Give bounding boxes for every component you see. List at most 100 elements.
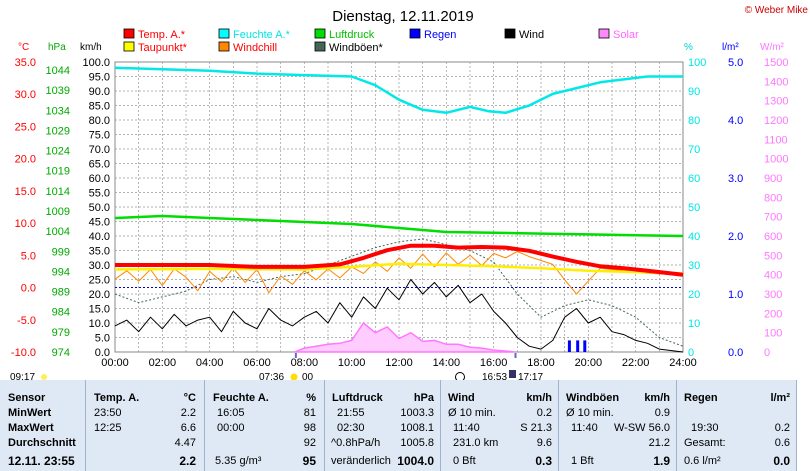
panel-gust: Windböen km/h Ø 10 min. 0.9 11:40 W-SW 5… <box>559 380 677 471</box>
legend-swatch-8 <box>314 41 326 52</box>
legend-swatch-7 <box>218 41 230 52</box>
humidity-abs: 5.35 g/m³ <box>215 455 262 467</box>
pressure-tick: 1044 <box>46 65 70 77</box>
humidity-header: Feuchte A. <box>213 392 269 404</box>
temp-min-time: 23:50 <box>94 407 122 419</box>
solar-tick: 700 <box>764 212 782 224</box>
solar-tick: 500 <box>764 250 782 262</box>
x-tick: 22:00 <box>622 357 650 369</box>
rain-tick: 5.0 <box>728 57 743 69</box>
temp-tick: 0.0 <box>21 283 36 295</box>
wind-tick: 45.0 <box>89 217 110 229</box>
temp-header: Temp. A. <box>94 392 140 404</box>
series-tempa <box>115 243 684 277</box>
humidity-avg: 92 <box>303 437 316 449</box>
temp-tick: 15.0 <box>15 186 36 198</box>
rain-total-label: Gesamt: <box>684 437 726 449</box>
solar-tick: 1200 <box>764 115 788 127</box>
wind-tick: 0.0 <box>95 347 110 359</box>
solar-tick: 200 <box>764 308 782 320</box>
wind-tick: 65.0 <box>89 159 110 171</box>
temp-tick: -5.0 <box>17 315 36 327</box>
legend-label-5: Solar <box>613 29 639 41</box>
temp-min: 2.2 <box>180 407 196 419</box>
temp-tick: 5.0 <box>21 250 36 262</box>
x-tick: 14:00 <box>433 357 461 369</box>
rain-unit-label: l/m² <box>770 392 790 404</box>
x-tick: 06:00 <box>243 357 271 369</box>
pressure-tick: 974 <box>52 347 70 359</box>
legend-swatch-4 <box>504 28 516 39</box>
humidity-tick: 90 <box>688 86 700 98</box>
chart-title: Dienstag, 12.11.2019 <box>332 8 474 25</box>
wind-tick: 95.0 <box>89 72 110 84</box>
temp-unit-label: °C <box>183 392 196 404</box>
pressure-min-time: 21:55 <box>337 407 365 419</box>
x-tick: 12:00 <box>385 357 413 369</box>
legend-swatch-6 <box>123 41 135 52</box>
x-tick: 16:00 <box>480 357 508 369</box>
humidity-tick: 40 <box>688 231 700 243</box>
axis-ticks: 35.0 30.0 25.0 20.0 15.0 10.0 5.0 0.0 -5.0 -10.0 1… <box>11 57 789 369</box>
wind-max-time: 11:40 <box>453 422 480 434</box>
x-tick: 10:00 <box>338 357 366 369</box>
series-solar <box>294 321 516 353</box>
humidity-tick: 70 <box>688 144 700 156</box>
moonset-icon <box>509 370 516 378</box>
pressure-header: Luftdruck <box>332 392 383 404</box>
humidity-unit-label: % <box>306 392 316 404</box>
timestamp: 12.11. 23:55 <box>8 454 75 468</box>
panel-temp: Temp. A. °C 23:50 2.2 12:25 6.6 4.47 2.2 <box>86 380 205 471</box>
wind-tick: 55.0 <box>89 188 110 200</box>
series-windben <box>114 238 684 347</box>
rain-max-time: 19:30 <box>691 422 719 434</box>
pressure-tick: 1034 <box>46 105 70 117</box>
wind-tick: 90.0 <box>89 86 110 98</box>
solar-tick: 1100 <box>764 134 788 146</box>
solar-tick: 1000 <box>764 154 788 166</box>
stats-table: Sensor MinWert MaxWert Durchschnitt 12.1… <box>0 380 810 471</box>
legend-label-7: Windchill <box>233 42 277 54</box>
pressure-state: veränderlich <box>331 455 391 467</box>
legend-label-1: Feuchte A.* <box>233 29 291 41</box>
row-max-label: MaxWert <box>8 422 54 434</box>
wind-r1-label: Ø 10 min. <box>448 407 496 419</box>
wind-tick: 75.0 <box>89 130 110 142</box>
legend-label-3: Regen <box>424 29 456 41</box>
gust-bft: 1 Bft <box>571 455 594 467</box>
pressure-unit-label: hPa <box>413 392 434 404</box>
sunrise-icon <box>290 373 298 380</box>
humidity-tick: 60 <box>688 173 700 185</box>
pressure-tick: 984 <box>52 307 70 319</box>
solar-tick: 400 <box>764 270 782 282</box>
moon-icon <box>455 372 465 380</box>
rain-current: 0.0 <box>773 454 790 468</box>
solar-tick: 0 <box>764 347 770 359</box>
series-taupunkt <box>114 262 684 275</box>
wind-avg: 9.6 <box>536 437 552 449</box>
legend-swatch-3 <box>409 28 421 39</box>
rain-tick: 1.0 <box>728 289 743 301</box>
pressure-tick: 979 <box>52 327 70 339</box>
pressure-tick: 1024 <box>46 146 70 158</box>
panel-humidity: Feuchte A. % 16:05 81 00:00 98 92 5.35 g… <box>205 380 325 471</box>
rain-tick: 2.0 <box>728 231 743 243</box>
legend-swatch-2 <box>314 28 326 39</box>
series-windchill <box>114 251 684 295</box>
sun-icon <box>41 374 47 380</box>
gust-max: W-SW 56.0 <box>613 422 670 434</box>
legend-label-0: Temp. A.* <box>138 29 186 41</box>
gust-r1-label: Ø 10 min. <box>566 407 614 419</box>
temp-tick: 20.0 <box>15 154 36 166</box>
gust-unit-label: km/h <box>644 392 670 404</box>
pressure-tick: 989 <box>52 287 70 299</box>
temp-tick: -10.0 <box>11 347 36 359</box>
x-tick: 00:00 <box>101 357 129 369</box>
wind-tick: 5.0 <box>95 333 110 345</box>
legend-label-8: Windböen* <box>329 42 384 54</box>
pressure-min: 1003.3 <box>400 407 434 419</box>
x-tick: 02:00 <box>149 357 177 369</box>
panel-pressure: Luftdruck hPa 21:55 1003.3 02:30 1008.1 … <box>325 380 441 471</box>
legend-swatch-0 <box>123 28 135 39</box>
wind-unit: km/h <box>80 42 102 53</box>
